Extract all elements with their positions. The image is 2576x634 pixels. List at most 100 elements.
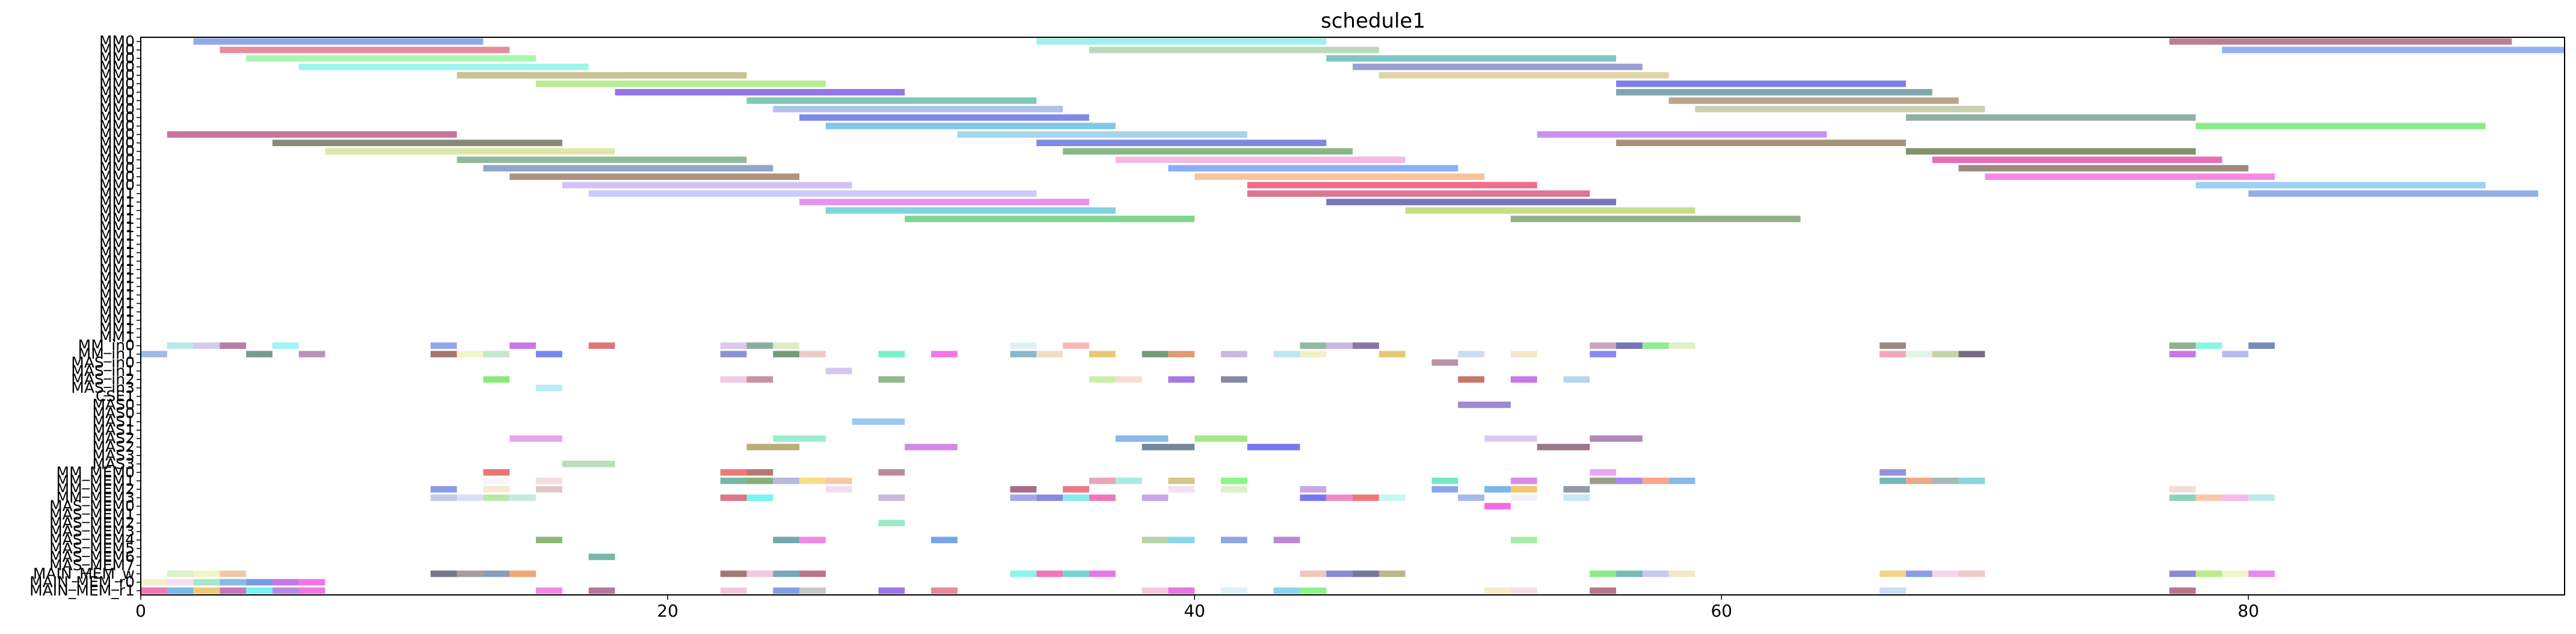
task-bar [720,469,747,476]
task-bar [430,486,457,493]
y-tick-label: MAS3 [93,455,135,472]
y-tick-label: MAS_MEM1 [49,506,135,523]
y-tick-label: MM1 [99,303,135,320]
task-bar [2222,351,2249,358]
task-bar [1880,469,1906,476]
task-bar [1010,570,1037,577]
y-tick-label: MM1 [99,320,135,337]
task-bar [1115,156,1406,163]
task-bar [1590,469,1617,476]
task-bar [1880,478,1906,484]
task-bar [536,587,562,594]
y-tick-label: MAS_MEM5 [49,540,135,557]
task-bar [1353,63,1643,70]
task-bar [1115,478,1142,484]
task-bar [1300,486,1327,493]
task-bar [878,469,905,476]
task-bar [720,570,747,577]
y-tick-label: MAS_in0 [71,354,135,371]
task-bar [1668,342,1695,349]
task-bar [1880,587,1906,594]
task-bar [588,190,1037,197]
task-bar [1590,570,1617,577]
task-bar [799,587,826,594]
task-bar [1115,376,1142,383]
task-bar [1563,376,1590,383]
y-axis-labels: MM0MM0MM0MM0MM0MM0MM0MM0MM0MM0MM0MM0MM0M… [29,32,141,599]
y-tick-label: MAS_MEM7 [49,556,135,574]
y-tick-label: MM0 [99,134,135,152]
task-bar [1300,494,1327,501]
task-bar [773,106,1063,112]
task-bar [1063,148,1353,155]
task-bar [1300,587,1327,594]
task-bar [720,351,747,358]
task-bar [1379,494,1406,501]
x-tick-label: 20 [657,601,678,621]
task-bar [720,342,747,349]
task-bar [1590,478,1617,484]
task-bar [1326,55,1617,62]
task-bar [483,376,510,383]
task-bar [1905,148,2196,155]
task-bar [905,443,958,451]
task-bar [2248,494,2275,501]
task-bar [825,207,1116,214]
task-bar [905,215,1195,223]
task-bar [483,494,510,501]
task-bar [1379,351,1406,358]
y-tick-label: MAIN_MEM_w [33,565,135,582]
x-tick-label: 40 [1184,601,1205,621]
task-bar [167,342,194,349]
y-tick-label: MM1 [99,277,135,295]
task-bar [825,368,852,375]
task-bar [220,46,510,54]
task-bar [773,587,800,594]
y-tick-label: MM0 [99,83,135,100]
task-bar [2248,190,2539,197]
task-bar [430,342,457,349]
y-tick-label: MM0 [99,143,135,160]
task-bar [562,182,852,189]
task-bar [1036,570,1063,577]
task-bar [588,553,615,561]
task-bar [1958,478,1985,484]
task-bar [746,478,773,484]
y-tick-label: MM0 [99,58,135,75]
task-bar [1458,401,1511,408]
task-bar [298,587,325,594]
task-bar [2169,494,2196,501]
task-bar [1247,182,1537,189]
task-bar [1590,342,1617,349]
task-bar [1220,478,1247,484]
y-tick-label: MM1 [99,210,135,227]
y-tick-label: MM0 [99,66,135,84]
y-tick-label: MM0 [99,91,135,109]
task-bar [1379,570,1406,577]
task-bar [1932,478,1959,484]
task-bar [2222,494,2249,501]
task-bar [746,494,773,501]
y-tick-label: MM0 [99,151,135,168]
y-tick-label: MM0 [99,117,135,134]
y-tick-label: MAIN_MEM_r0 [29,573,135,591]
task-bar [720,494,747,501]
task-bar [2169,570,2196,577]
task-bar [536,351,562,358]
task-bar [1616,342,1643,349]
task-bar [1142,443,1195,451]
y-tick-label: MAS1 [93,421,135,439]
task-bar [509,173,800,180]
y-tick-label: MM1 [99,235,135,253]
task-bar [1642,342,1669,349]
task-bar [536,80,826,87]
task-bar [1590,587,1617,594]
task-bar [720,376,747,383]
task-bar [1985,173,2275,180]
task-bar [1194,435,1247,442]
task-bar [1089,494,1116,501]
task-bar [167,570,194,577]
task-bar [1510,537,1537,544]
task-bar [167,587,194,594]
